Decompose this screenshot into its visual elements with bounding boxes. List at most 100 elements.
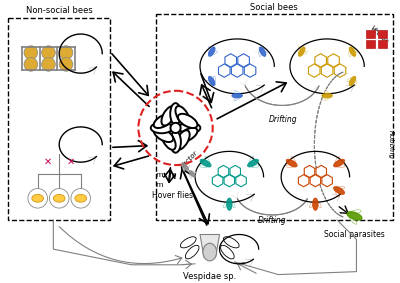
Ellipse shape (178, 128, 197, 142)
Ellipse shape (184, 164, 190, 166)
Circle shape (24, 46, 38, 59)
Ellipse shape (206, 80, 212, 85)
Ellipse shape (205, 156, 210, 164)
Ellipse shape (347, 78, 353, 82)
Ellipse shape (191, 171, 197, 173)
Ellipse shape (334, 186, 344, 194)
Polygon shape (200, 235, 220, 257)
Text: Non-social bees: Non-social bees (26, 7, 92, 16)
Bar (366, 30, 375, 38)
Text: Vespidae sp.: Vespidae sp. (183, 272, 236, 281)
Ellipse shape (262, 48, 268, 52)
Ellipse shape (298, 47, 305, 56)
Ellipse shape (208, 76, 215, 86)
Ellipse shape (208, 47, 210, 54)
Ellipse shape (291, 156, 296, 164)
Ellipse shape (220, 245, 234, 259)
Ellipse shape (349, 216, 357, 224)
Circle shape (50, 188, 69, 208)
Ellipse shape (322, 93, 332, 98)
Ellipse shape (349, 76, 356, 86)
Text: Robbing: Robbing (388, 130, 394, 159)
Ellipse shape (234, 97, 240, 101)
Ellipse shape (232, 93, 242, 98)
Text: Drifting: Drifting (269, 115, 298, 124)
Ellipse shape (203, 243, 217, 261)
Ellipse shape (178, 114, 197, 128)
Ellipse shape (313, 198, 318, 210)
Bar (8, 18, 110, 220)
Ellipse shape (324, 91, 330, 95)
Ellipse shape (286, 165, 294, 168)
Text: Drifting: Drifting (258, 216, 287, 225)
Text: ✕: ✕ (67, 157, 75, 167)
Ellipse shape (301, 51, 307, 55)
Bar (156, 14, 393, 220)
Ellipse shape (189, 170, 196, 177)
Ellipse shape (176, 106, 190, 126)
Ellipse shape (32, 194, 44, 202)
Circle shape (42, 57, 55, 71)
Ellipse shape (286, 159, 297, 167)
Ellipse shape (316, 201, 321, 208)
Ellipse shape (200, 165, 208, 168)
Circle shape (170, 123, 181, 133)
Ellipse shape (170, 103, 181, 125)
Ellipse shape (259, 47, 266, 56)
Ellipse shape (180, 237, 196, 248)
Circle shape (59, 46, 73, 59)
Ellipse shape (354, 79, 356, 86)
Ellipse shape (224, 237, 239, 248)
Ellipse shape (53, 194, 65, 202)
Ellipse shape (176, 130, 190, 150)
Circle shape (59, 57, 73, 71)
Ellipse shape (349, 47, 356, 56)
Circle shape (24, 57, 38, 71)
Text: ₘ: ₘ (155, 167, 163, 180)
Ellipse shape (154, 128, 173, 142)
Ellipse shape (208, 47, 215, 56)
Ellipse shape (185, 245, 199, 259)
Ellipse shape (349, 50, 351, 57)
Ellipse shape (324, 97, 330, 101)
Circle shape (71, 188, 90, 208)
Circle shape (42, 46, 55, 59)
Ellipse shape (224, 201, 228, 208)
Ellipse shape (352, 48, 358, 52)
Ellipse shape (251, 165, 259, 168)
Ellipse shape (170, 131, 181, 153)
Ellipse shape (337, 186, 345, 189)
Text: ₘ: ₘ (169, 167, 176, 180)
Ellipse shape (234, 91, 240, 95)
Ellipse shape (213, 76, 216, 83)
Ellipse shape (75, 194, 86, 202)
Ellipse shape (298, 47, 300, 54)
Ellipse shape (335, 156, 340, 164)
Text: Vector: Vector (369, 24, 389, 44)
Ellipse shape (310, 201, 314, 208)
Ellipse shape (179, 123, 200, 133)
Bar (366, 40, 375, 48)
Ellipse shape (334, 159, 344, 167)
Ellipse shape (248, 159, 258, 167)
Bar (378, 30, 387, 38)
Ellipse shape (182, 164, 189, 170)
Ellipse shape (200, 159, 211, 167)
Ellipse shape (337, 165, 345, 168)
Ellipse shape (151, 123, 172, 133)
Ellipse shape (335, 190, 340, 197)
Ellipse shape (162, 130, 176, 150)
Bar (378, 40, 387, 48)
Ellipse shape (211, 51, 217, 55)
Text: Hover flies: Hover flies (152, 192, 193, 200)
Ellipse shape (189, 173, 192, 179)
Text: ₘ: ₘ (155, 177, 163, 190)
Ellipse shape (249, 156, 254, 164)
Circle shape (28, 188, 48, 208)
Text: Vector: Vector (178, 149, 198, 169)
Text: Social parasites: Social parasites (324, 230, 385, 239)
Ellipse shape (351, 210, 361, 214)
Ellipse shape (226, 198, 232, 210)
Ellipse shape (154, 114, 173, 128)
Ellipse shape (230, 201, 235, 208)
